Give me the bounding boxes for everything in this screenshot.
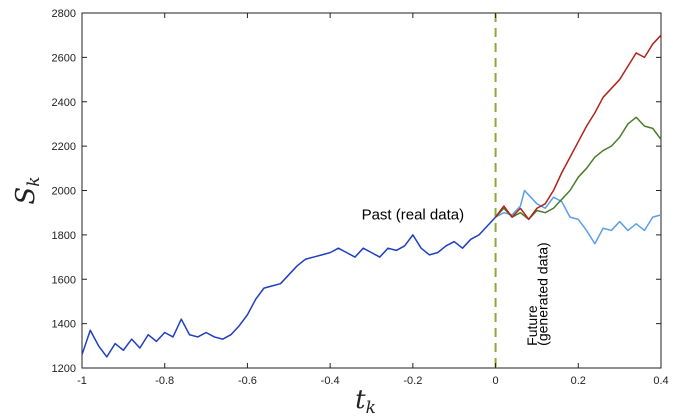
y-tick-label: 2200 [52, 141, 76, 153]
y-tick-label: 1800 [52, 230, 76, 242]
series-line-3 [495, 116, 662, 221]
x-tick-label: -0.6 [238, 375, 257, 387]
series-line-1 [81, 216, 497, 358]
annotation-3: (generated data) [534, 242, 550, 346]
y-tick-label: 1600 [52, 274, 76, 286]
series-line-2 [495, 189, 662, 245]
y-tick-label: 2600 [52, 52, 76, 64]
annotation-2: Future [524, 305, 540, 346]
y-tick-label: 1200 [52, 363, 76, 375]
x-tick-label: -0.4 [321, 375, 340, 387]
x-tick-label: 0.4 [653, 375, 668, 387]
x-tick-label: 0.2 [571, 375, 586, 387]
x-tick-label: 0 [493, 375, 499, 387]
plot-frame [81, 12, 662, 369]
x-tick-label: -0.8 [155, 375, 174, 387]
plot-area [81, 12, 662, 369]
series-line-4 [494, 34, 662, 221]
x-tick-label: -1 [77, 375, 87, 387]
y-tick-label: 1400 [52, 319, 76, 331]
x-axis-label: tk [355, 385, 376, 415]
y-tick-label: 2400 [52, 97, 76, 109]
y-tick-label: 2000 [52, 186, 76, 198]
annotations: Past (real data) Future(generated data) [362, 206, 551, 345]
annotation-1: Past (real data) [362, 206, 465, 223]
y-tick-label: 2800 [52, 8, 76, 20]
series-layer [81, 34, 662, 358]
y-axis-label: Sk [11, 176, 44, 204]
axes: -1 -0.8 -0.6 -0.4 -0.2 0 0.2 0.4 1200 1400 1600 180… [11, 8, 669, 418]
x-tick-label: -0.2 [403, 375, 422, 387]
